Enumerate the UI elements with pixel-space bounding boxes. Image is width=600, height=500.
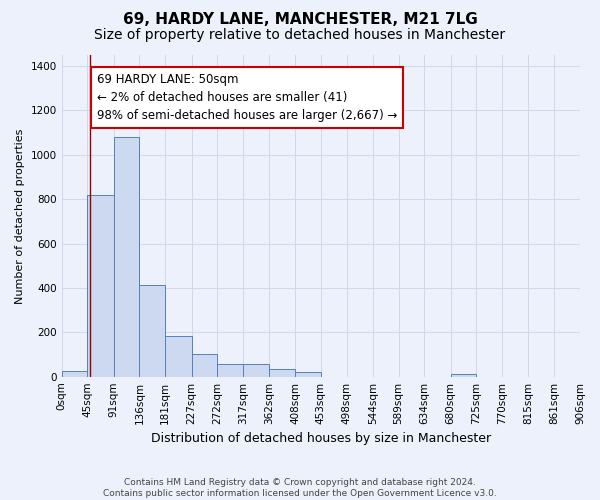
Text: 69, HARDY LANE, MANCHESTER, M21 7LG: 69, HARDY LANE, MANCHESTER, M21 7LG xyxy=(122,12,478,28)
Bar xyxy=(88,195,114,376)
Text: Contains HM Land Registry data © Crown copyright and database right 2024.
Contai: Contains HM Land Registry data © Crown c… xyxy=(103,478,497,498)
Bar xyxy=(269,370,295,376)
Bar xyxy=(295,372,321,376)
Bar xyxy=(243,364,269,376)
Bar xyxy=(217,364,243,376)
X-axis label: Distribution of detached houses by size in Manchester: Distribution of detached houses by size … xyxy=(151,432,491,445)
Text: 69 HARDY LANE: 50sqm
← 2% of detached houses are smaller (41)
98% of semi-detach: 69 HARDY LANE: 50sqm ← 2% of detached ho… xyxy=(97,72,398,122)
Text: Size of property relative to detached houses in Manchester: Size of property relative to detached ho… xyxy=(94,28,506,42)
Bar xyxy=(139,284,165,376)
Bar xyxy=(451,374,476,376)
Bar xyxy=(191,354,217,376)
Y-axis label: Number of detached properties: Number of detached properties xyxy=(15,128,25,304)
Bar xyxy=(62,371,88,376)
Bar xyxy=(165,336,191,376)
Bar xyxy=(114,137,139,376)
